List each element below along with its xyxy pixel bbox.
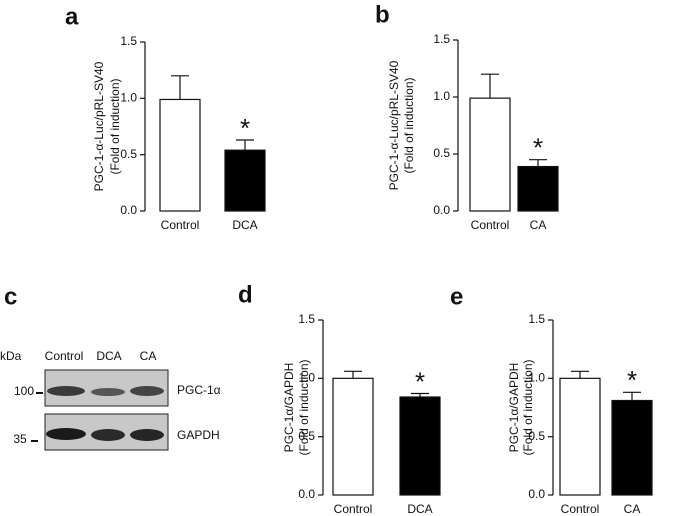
y-tick-label: 0.0 [433, 203, 450, 217]
bar [559, 377, 601, 496]
y-axis-label: PGC-1-α-Luc/pRL-SV40 [387, 60, 401, 190]
y-axis-label: (Fold of induction) [297, 359, 311, 455]
y-tick-label: 1.5 [298, 312, 315, 326]
y-tick-label: 0.0 [298, 487, 315, 501]
chart: b PGC-1-α-Luc/pRL-SV40 (Fold of induction)… [375, 1, 559, 232]
bar [159, 98, 201, 212]
x-tick-label: DCA [232, 218, 257, 232]
y-axis-label: (Fold of induction) [402, 77, 416, 173]
panel-label: a [65, 3, 79, 30]
x-tick-label: CA [624, 502, 641, 516]
y-tick-label: 1.0 [433, 89, 450, 103]
y-tick-label: 0.5 [433, 146, 450, 160]
bar [332, 377, 374, 496]
panel-label: d [238, 281, 253, 308]
band-label: GAPDH [177, 428, 220, 442]
x-tick-label: Control [471, 218, 510, 232]
panel-label: c [4, 283, 17, 310]
x-tick-label: DCA [407, 502, 432, 516]
lane-label: Control [45, 349, 84, 363]
panel-label: e [450, 283, 463, 310]
y-axis-label: PGC-1-α-Luc/pRL-SV40 [92, 61, 106, 191]
y-tick-label: 0.5 [528, 429, 545, 443]
significance-mark: * [627, 365, 637, 395]
significance-mark: * [240, 113, 250, 143]
chart: a PGC-1-α-Luc/pRL-SV40 (Fold of induction)… [65, 3, 266, 232]
y-tick-label: 1.0 [298, 371, 315, 385]
y-tick-label: 1.5 [120, 34, 137, 48]
band [130, 386, 164, 396]
band-label: PGC-1α [177, 383, 221, 397]
marker-label: 35 [13, 432, 27, 446]
lane-label: DCA [96, 349, 121, 363]
x-tick-label: Control [161, 218, 200, 232]
bar [399, 396, 441, 496]
y-axis-label: (Fold of induction) [108, 78, 122, 174]
y-tick-label: 1.0 [120, 91, 137, 105]
y-tick-label: 1.5 [528, 312, 545, 326]
x-tick-label: Control [334, 502, 373, 516]
band [46, 428, 86, 440]
y-tick-label: 0.5 [298, 429, 315, 443]
band [91, 388, 125, 396]
band [130, 429, 164, 441]
significance-mark: * [415, 366, 425, 396]
chart: e PGC-1α/GAPDH (Fold of induction) 0.0 0.5 1.… [450, 283, 653, 516]
y-tick-label: 0.0 [528, 487, 545, 501]
band [91, 429, 125, 441]
x-tick-label: Control [561, 502, 600, 516]
band [47, 386, 85, 396]
western-blot: c kDa Control DCA CA 100 35 PGC-1α GAPDH [0, 283, 221, 451]
y-axis-label: (Fold of induction) [521, 359, 535, 455]
lane-label: CA [140, 349, 157, 363]
panel-label: b [375, 1, 390, 28]
x-tick-label: CA [530, 218, 547, 232]
bar [611, 399, 653, 496]
marker-label: 100 [14, 384, 34, 398]
y-tick-label: 1.5 [433, 32, 450, 46]
y-tick-label: 1.0 [528, 371, 545, 385]
y-tick-label: 0.5 [120, 147, 137, 161]
y-axis-label: PGC-1α/GAPDH [282, 363, 296, 453]
bar [224, 149, 266, 212]
y-tick-label: 0.0 [120, 203, 137, 217]
y-axis-label: PGC-1α/GAPDH [507, 363, 521, 453]
significance-mark: * [533, 133, 543, 163]
bar [469, 97, 511, 212]
bar [517, 165, 559, 212]
unit-label: kDa [0, 349, 22, 363]
chart: d PGC-1α/GAPDH (Fold of induction) 0.0 0.5 1.… [238, 281, 441, 516]
